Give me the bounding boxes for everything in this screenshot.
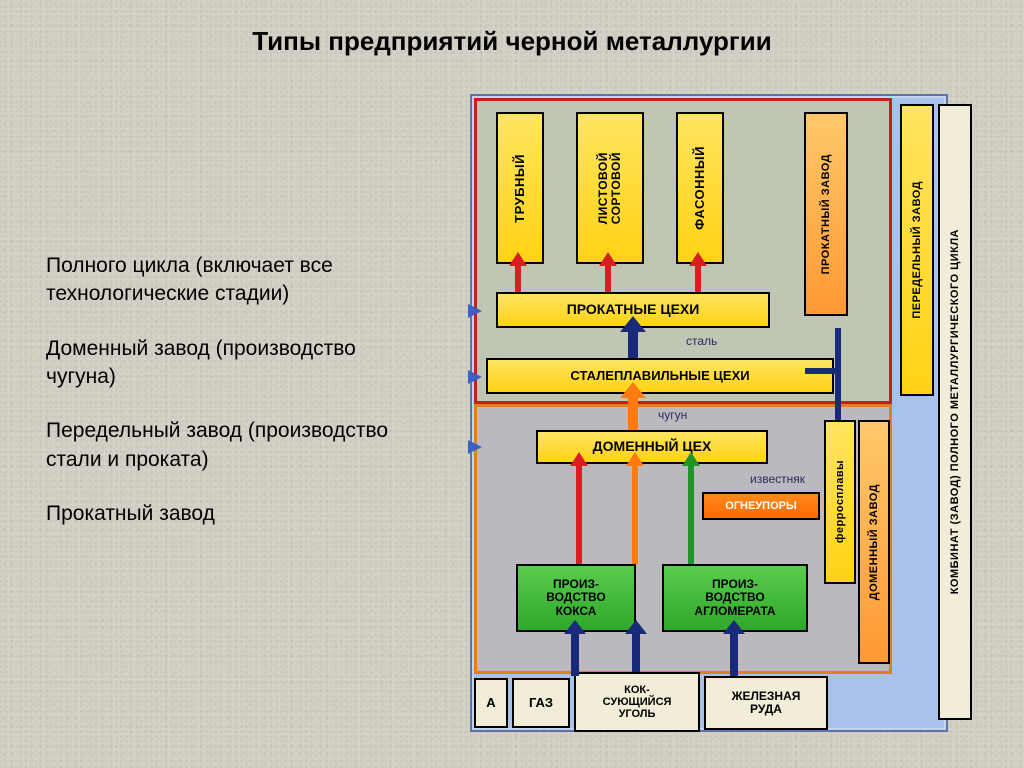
arrow-head-icon xyxy=(570,452,588,466)
label-input-a: А xyxy=(486,696,495,710)
arrow-head-icon xyxy=(620,316,646,332)
label-rolling-plant: ПРОКАТНЫЙ ЗАВОД xyxy=(820,154,832,274)
arrow-head-icon xyxy=(723,620,745,634)
label-refractory: ОГНЕУПОРЫ xyxy=(725,500,796,512)
paragraph-full-cycle: Полного цикла (включает все технологичес… xyxy=(46,252,416,309)
side-full-cycle: КОМБИНАТ (ЗАВОД) ПОЛНОГО МЕТАЛЛУРГИЧЕСКО… xyxy=(938,104,972,720)
box-input-a: А xyxy=(474,678,508,728)
arrow-stem xyxy=(688,464,694,564)
arrow-stem xyxy=(576,464,582,564)
arrow-stem xyxy=(835,328,841,420)
paragraph-rolling-plant: Прокатный завод xyxy=(46,500,416,528)
paragraph-blast-plant: Доменный завод (производство чугуна) xyxy=(46,335,416,392)
arrow-head-icon xyxy=(682,452,700,466)
arrow-stem xyxy=(695,264,701,292)
box-steel-shops: СТАЛЕПЛАВИЛЬНЫЕ ЦЕХИ xyxy=(486,358,834,394)
side-arrow-icon xyxy=(468,304,482,318)
label-sheet: ЛИСТОВОЙ СОРТОВОЙ xyxy=(597,152,623,224)
arrow-stem xyxy=(571,632,579,676)
arrow-stem xyxy=(605,264,611,292)
arrow-head-icon xyxy=(805,368,835,374)
label-sinter-production: ПРОИЗ- ВОДСТВО АГЛОМЕРАТА xyxy=(694,578,775,618)
arrow-head-icon xyxy=(599,252,617,266)
label-input-gas: ГАЗ xyxy=(529,696,553,710)
text-column: Полного цикла (включает все технологичес… xyxy=(46,252,416,554)
side-blast-plant: ДОМЕННЫЙ ЗАВОД xyxy=(858,420,890,664)
paragraph-conversion-plant: Передельный завод (производство стали и … xyxy=(46,417,416,474)
label-input-coal: КОК- СУЮЩИЙСЯ УГОЛЬ xyxy=(603,684,672,720)
slide: Типы предприятий черной металлургии Полн… xyxy=(0,0,1024,768)
side-arrow-icon xyxy=(468,440,482,454)
label-full-cycle-side: КОМБИНАТ (ЗАВОД) ПОЛНОГО МЕТАЛЛУРГИЧЕСКО… xyxy=(949,229,961,594)
arrow-stem xyxy=(730,632,738,676)
label-input-ore: ЖЕЛЕЗНАЯ РУДА xyxy=(732,690,801,716)
label-blast-plant-side: ДОМЕННЫЙ ЗАВОД xyxy=(868,484,880,600)
arrow-stem xyxy=(632,632,640,672)
diagram: ТРУБНЫЙ ЛИСТОВОЙ СОРТОВОЙ ФАСОННЫЙ ПРОКА… xyxy=(470,94,980,732)
arrow-head-icon xyxy=(689,252,707,266)
label-steel: сталь xyxy=(686,334,717,348)
box-input-gas: ГАЗ xyxy=(512,678,570,728)
label-coke-production: ПРОИЗ- ВОДСТВО КОКСА xyxy=(546,578,606,618)
arrow-stem xyxy=(632,464,638,564)
arrow-stem xyxy=(515,264,521,292)
side-ferroalloys: ферросплавы xyxy=(824,420,856,584)
label-conversion-plant-side: ПЕРЕДЕЛЬНЫЙ ЗАВОД xyxy=(911,181,923,319)
arrow-head-icon xyxy=(509,252,527,266)
side-rolling-plant: ПРОКАТНЫЙ ЗАВОД xyxy=(804,112,848,316)
box-input-coking-coal: КОК- СУЮЩИЙСЯ УГОЛЬ xyxy=(574,672,700,732)
label-ferroalloys: ферросплавы xyxy=(834,460,846,543)
arrow-head-icon xyxy=(564,620,586,634)
box-refractory: ОГНЕУПОРЫ xyxy=(702,492,820,520)
slide-title: Типы предприятий черной металлургии xyxy=(0,26,1024,57)
label-steel-shops: СТАЛЕПЛАВИЛЬНЫЕ ЦЕХИ xyxy=(570,369,749,383)
arrow-head-icon xyxy=(620,382,646,398)
box-output-shaped: ФАСОННЫЙ xyxy=(676,112,724,264)
label-pig-iron: чугун xyxy=(658,408,687,422)
box-output-pipe: ТРУБНЫЙ xyxy=(496,112,544,264)
label-shaped: ФАСОННЫЙ xyxy=(693,146,707,230)
label-pipe: ТРУБНЫЙ xyxy=(513,154,527,223)
arrow-stem xyxy=(628,394,638,430)
side-arrow-icon xyxy=(468,370,482,384)
arrow-stem xyxy=(628,328,638,358)
side-conversion-plant: ПЕРЕДЕЛЬНЫЙ ЗАВОД xyxy=(900,104,934,396)
box-input-iron-ore: ЖЕЛЕЗНАЯ РУДА xyxy=(704,676,828,730)
label-limestone: известняк xyxy=(750,472,805,486)
box-output-sheet: ЛИСТОВОЙ СОРТОВОЙ xyxy=(576,112,644,264)
arrow-head-icon xyxy=(625,620,647,634)
arrow-head-icon xyxy=(626,452,644,466)
